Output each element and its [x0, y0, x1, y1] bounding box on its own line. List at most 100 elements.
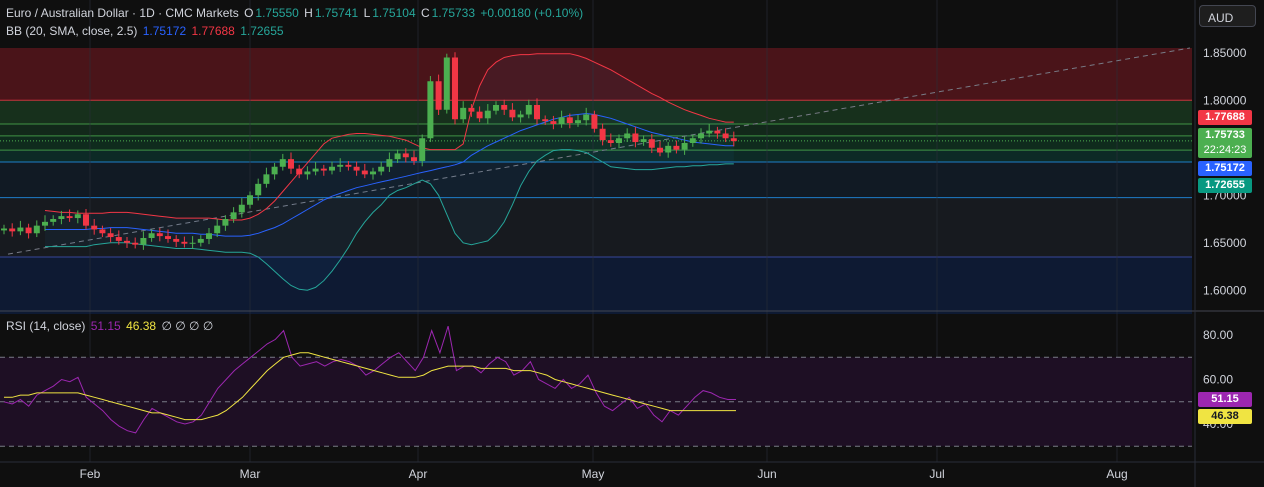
candle-36 [296, 164, 303, 179]
candle-77 [632, 126, 639, 148]
candle-body-9 [74, 214, 81, 219]
candle-34 [279, 153, 286, 171]
candle-86 [706, 124, 713, 138]
candle-body-17 [140, 238, 147, 245]
candle-body-5 [42, 221, 48, 226]
price-band-4 [0, 150, 1192, 162]
month-tick-4: Jun [757, 467, 776, 481]
open-value: 1.75550 [255, 6, 299, 20]
candle-27 [222, 215, 229, 231]
candle-75 [616, 134, 622, 149]
candle-50 [411, 150, 417, 165]
candle-body-61 [501, 105, 508, 110]
rsi-ma-line [4, 352, 736, 421]
candle-body-48 [394, 153, 401, 160]
month-tick-2: Apr [409, 467, 428, 481]
symbol-legend: Euro / Australian Dollar · 1D · CMC Mark… [6, 6, 585, 20]
candle-57 [468, 104, 475, 117]
bb-basis-value: 1.75172 [142, 24, 187, 38]
bb-upper-badge: 1.77688 [1198, 110, 1252, 125]
candle-66 [542, 115, 549, 125]
candle-body-39 [320, 168, 327, 171]
price-band-2 [0, 124, 1192, 136]
bb-basis-badge: 1.75172 [1198, 161, 1252, 176]
price-tick-4: 1.65000 [1203, 236, 1247, 250]
candle-body-44 [361, 170, 368, 175]
countdown-badge: 22:24:23 [1198, 143, 1252, 158]
candle-23 [189, 236, 196, 249]
price-badge: 1.75733 [1198, 128, 1252, 143]
rsi-badge: 51.15 [1198, 392, 1252, 407]
rsi-value: 51.15 [90, 319, 121, 333]
candle-body-52 [427, 81, 434, 139]
close-value: 1.75733 [431, 6, 476, 20]
candle-48 [394, 149, 401, 163]
candle-8 [66, 209, 73, 222]
candle-37 [304, 166, 311, 180]
candle-body-27 [222, 219, 229, 226]
candle-body-45 [370, 171, 376, 175]
candle-54 [443, 53, 450, 114]
candle-body-49 [402, 153, 409, 158]
trend-line [7, 47, 1191, 255]
candle-body-29 [238, 204, 245, 213]
candle-body-18 [148, 233, 155, 238]
candle-1 [9, 223, 16, 237]
candle-body-56 [460, 107, 467, 120]
candle-83 [681, 136, 688, 155]
candle-70 [575, 114, 581, 127]
candle-42 [345, 161, 352, 171]
month-tick-1: Mar [240, 467, 261, 481]
candle-4 [33, 220, 40, 238]
candle-body-65 [534, 105, 540, 120]
currency-button[interactable]: AUD [1199, 5, 1256, 27]
price-tick-1: 1.80000 [1203, 93, 1247, 107]
candle-body-57 [468, 107, 475, 112]
candle-body-64 [525, 105, 532, 115]
candle-88 [722, 128, 729, 143]
candle-body-60 [493, 105, 499, 111]
candle-69 [566, 113, 573, 129]
candle-body-1 [9, 228, 16, 232]
candle-body-63 [517, 114, 524, 118]
candle-body-42 [345, 164, 352, 167]
symbol-title: Euro / Australian Dollar · 1D · CMC Mark… [6, 6, 239, 20]
candle-body-36 [296, 168, 303, 175]
bb-upper-value: 1.77688 [191, 24, 235, 38]
candle-10 [83, 209, 89, 230]
candle-body-43 [353, 166, 360, 171]
candle-body-38 [312, 168, 319, 172]
candle-87 [714, 126, 721, 139]
candle-38 [312, 162, 319, 176]
candle-53 [435, 74, 442, 115]
candle-17 [140, 231, 147, 250]
rsi-tick-0: 80.00 [1203, 328, 1233, 342]
change-value: +0.00180 (+0.10%) [480, 6, 584, 20]
candle-0 [1, 224, 7, 235]
candle-7 [58, 210, 65, 225]
candle-20 [165, 229, 171, 243]
rsi-line [3, 325, 736, 434]
candle-body-23 [189, 242, 196, 244]
candle-body-83 [681, 143, 688, 150]
candle-72 [591, 110, 598, 133]
month-tick-0: Feb [80, 467, 101, 481]
candle-body-34 [279, 159, 286, 167]
candle-body-66 [542, 119, 549, 122]
candle-body-72 [591, 114, 598, 129]
candle-18 [148, 229, 155, 242]
close-label: C [420, 6, 430, 20]
candle-29 [238, 198, 245, 218]
candle-body-7 [58, 216, 65, 219]
candle-body-14 [115, 237, 122, 241]
candle-body-46 [378, 166, 385, 172]
rsi-tick-1: 60.00 [1203, 373, 1233, 387]
candle-body-31 [255, 183, 262, 196]
candle-79 [648, 133, 655, 153]
candle-body-15 [124, 240, 130, 243]
candle-65 [534, 98, 540, 125]
candle-body-22 [181, 241, 188, 244]
candle-15 [124, 237, 130, 248]
candle-3 [25, 223, 32, 239]
